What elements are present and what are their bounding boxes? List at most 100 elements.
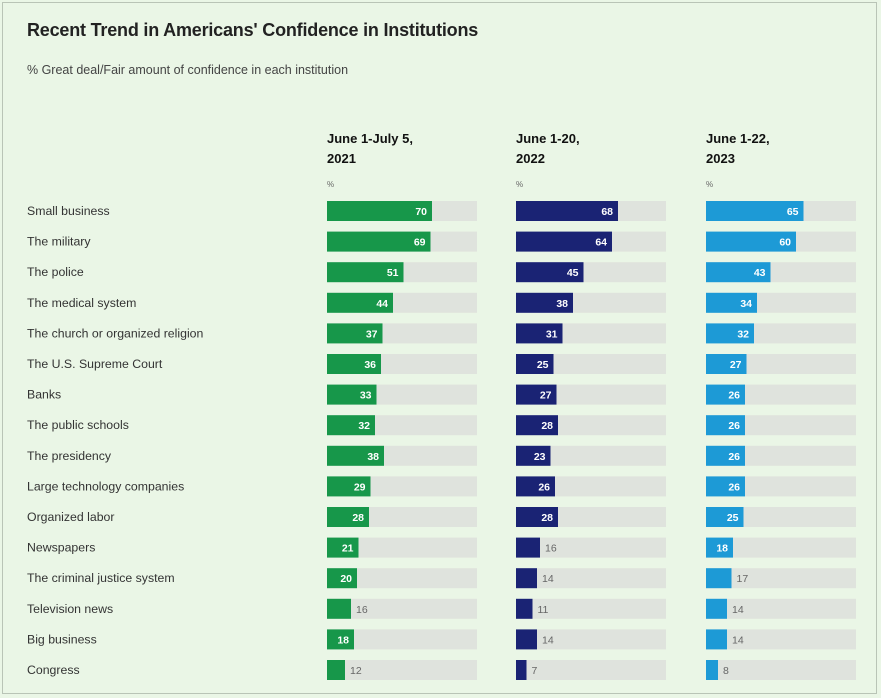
bar <box>516 507 558 527</box>
data-label: 26 <box>728 451 740 463</box>
bar <box>706 292 757 313</box>
bar <box>327 384 377 405</box>
data-label: 28 <box>541 420 553 432</box>
bar <box>706 660 718 680</box>
unit-label-2021: % <box>327 180 335 189</box>
data-label: 23 <box>534 451 546 463</box>
data-label: 14 <box>542 634 554 646</box>
bar <box>516 384 557 405</box>
data-label: 27 <box>730 359 742 371</box>
data-label: 16 <box>545 543 557 555</box>
column-header-line: 2023 <box>706 151 735 166</box>
bar <box>706 354 747 374</box>
category-label: Banks <box>27 388 61 402</box>
column-header-line: June 1-20, <box>516 131 580 146</box>
bar <box>516 323 563 344</box>
bar <box>327 354 381 374</box>
data-label: 38 <box>367 451 379 463</box>
bar <box>327 262 404 283</box>
data-label: 26 <box>728 481 740 493</box>
column-header-line: 2021 <box>327 151 356 166</box>
data-label: 32 <box>358 420 370 432</box>
data-label: 11 <box>538 604 549 616</box>
data-label: 7 <box>532 665 538 677</box>
data-label: 17 <box>737 573 749 585</box>
category-label: Small business <box>27 204 110 218</box>
bar-track <box>327 598 477 619</box>
bar-track <box>706 629 856 650</box>
category-label: The public schools <box>27 418 129 432</box>
bar <box>706 415 745 436</box>
data-label: 68 <box>601 206 613 218</box>
category-label: Congress <box>27 663 80 677</box>
category-label: The police <box>27 265 84 279</box>
bar <box>706 262 771 283</box>
bar-track <box>516 598 666 619</box>
data-label: 32 <box>737 328 749 340</box>
bar <box>516 568 537 589</box>
data-label: 34 <box>740 298 752 310</box>
data-label: 65 <box>787 206 799 218</box>
category-label: The church or organized religion <box>27 326 204 340</box>
column-header-2021: June 1-July 5, 2021 <box>327 129 477 169</box>
column-header-2022: June 1-20, 2022 <box>516 129 666 169</box>
bar <box>516 629 537 650</box>
bar-track <box>706 598 856 619</box>
bar <box>327 568 357 589</box>
bar <box>706 507 744 527</box>
chart-subtitle: % Great deal/Fair amount of confidence i… <box>27 63 349 77</box>
data-label: 25 <box>727 512 739 524</box>
bar-track <box>516 568 666 589</box>
data-label: 14 <box>732 604 744 616</box>
chart-title: Recent Trend in Americans' Confidence in… <box>27 20 479 40</box>
unit-label-2023: % <box>706 180 714 189</box>
data-label: 12 <box>350 665 362 677</box>
data-label: 16 <box>356 604 368 616</box>
bar <box>516 415 558 436</box>
bar <box>706 476 745 497</box>
data-label: 8 <box>723 665 729 677</box>
bar-track <box>516 445 666 466</box>
bar <box>327 231 431 252</box>
category-label: The medical system <box>27 296 136 310</box>
data-label: 26 <box>728 390 740 402</box>
data-label: 25 <box>537 359 549 371</box>
data-label: 37 <box>366 328 378 340</box>
bar-track <box>327 568 477 589</box>
bar <box>706 598 727 619</box>
bar <box>516 292 573 313</box>
data-label: 33 <box>360 390 372 402</box>
bar-track <box>327 660 477 680</box>
category-label: Organized labor <box>27 510 115 524</box>
category-label: Newspapers <box>27 541 95 555</box>
bar <box>327 323 383 344</box>
bar <box>516 231 612 252</box>
bar <box>516 598 533 619</box>
bar <box>327 415 375 436</box>
bar <box>706 201 804 221</box>
category-label: The military <box>27 235 91 249</box>
bar-track <box>516 660 666 680</box>
column-header-line: June 1-July 5, <box>327 131 413 146</box>
category-label: The presidency <box>27 449 112 463</box>
data-label: 69 <box>414 237 426 249</box>
bar <box>516 537 540 558</box>
data-label: 28 <box>352 512 364 524</box>
data-label: 51 <box>387 267 399 279</box>
bar <box>327 660 345 680</box>
column-header-line: June 1-22, <box>706 131 770 146</box>
data-label: 27 <box>540 390 552 402</box>
bar <box>516 354 554 374</box>
bar <box>327 537 359 558</box>
data-label: 64 <box>595 237 607 249</box>
bar <box>516 445 551 466</box>
bar <box>327 292 393 313</box>
data-label: 36 <box>364 359 376 371</box>
bar <box>706 384 745 405</box>
bar <box>516 660 527 680</box>
bar-track <box>516 629 666 650</box>
data-label: 29 <box>354 481 366 493</box>
data-label: 44 <box>376 298 388 310</box>
